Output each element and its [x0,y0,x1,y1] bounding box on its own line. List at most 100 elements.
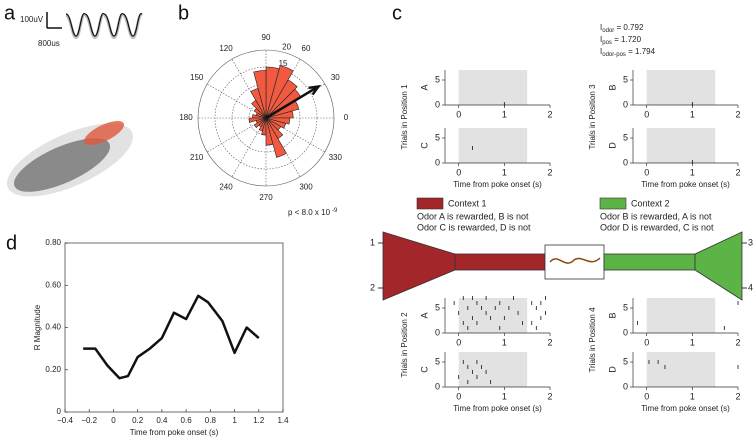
stat-subscript: odor-pos [602,52,626,58]
y-tick-label: 5 [435,132,440,142]
waveform [103,13,124,37]
stat-symbol: I [600,47,602,56]
scatter-cluster [83,120,125,146]
stat-value: = 0.792 [614,23,644,32]
annotation-text: p < 8.0 x 10 [288,208,331,217]
legend-text: Odor A is rewarded, B is not [417,211,529,221]
legend-swatch [599,197,627,210]
panel-letter: C [419,142,429,149]
radial-tick-label: 15 [279,59,288,68]
x-tick-label: 2 [547,337,552,347]
x-tick-label: 2 [735,109,740,119]
shade [458,298,528,333]
annotation: p < 8.0 x 10 -9 [288,208,338,218]
waveform [84,13,105,37]
x-axis-title: Time from poke onset (s) [641,180,730,189]
panel-label: b [178,2,189,24]
x-tick-label: 1 [690,391,695,401]
angle-tick-label: 120 [219,44,233,53]
radial-tick-label: 20 [282,43,291,52]
x-axis-title: Time from poke onset (s) [641,404,730,413]
x-tick-label: 0 [111,416,116,425]
y-tick-label: 0 [623,381,628,391]
y-tick-label: 0 [435,99,440,109]
port-label: 4 [748,282,753,292]
angle-tick-label: 210 [190,153,204,162]
x-tick-label: 2 [547,167,552,177]
x-tick-label: 0.4 [156,416,168,425]
x-tick-label: 1 [690,109,695,119]
plot-area [64,242,284,413]
mean-vector [265,85,320,120]
y-tick-label: 0.40 [45,323,61,332]
wedge [265,65,294,119]
x-axis-title: Time from poke onset (s) [453,180,542,189]
port-label: 2 [370,282,375,292]
shade [646,128,716,163]
maze-arm [382,231,456,301]
angle-tick-label: 180 [179,113,193,122]
x-tick-label: −0.2 [81,416,97,425]
stat: Ipos = 1.720 [600,35,642,45]
x-tick-label: −0.4 [57,416,73,425]
radial-grid [197,49,335,187]
x-axis-title: Time from poke onset (s) [130,428,219,437]
x-tick-label: 2 [547,109,552,119]
x-tick-label: 0 [456,167,461,177]
y-axis-title: Trials in Position 2 [400,312,409,378]
port-label: 1 [370,237,375,247]
stat-value: = 1.794 [626,47,656,56]
y-tick-label: 5 [435,356,440,366]
legend-label: Context 1 [448,198,487,208]
arrow-head [308,84,322,96]
x-tick-label: 1 [502,391,507,401]
waveforms [65,13,144,40]
panel-label: c [392,2,402,24]
angle-tick-label: 330 [329,153,343,162]
waveform [122,13,143,37]
y-tick-label: 0 [623,157,628,167]
angle-tick-label: 300 [299,182,313,191]
annotation-exponent: -9 [332,208,338,214]
y-tick-label: 5 [435,74,440,84]
stat: Iodor = 0.792 [600,23,644,33]
scale-label: 800us [38,39,60,48]
panel-label: a [4,2,16,24]
stat: Iodor-pos = 1.794 [600,47,656,57]
panel-letter: D [607,142,617,149]
y-tick-label: 0 [57,407,62,416]
shade [646,352,716,387]
panel-letter: D [607,366,617,373]
shade [458,70,528,105]
angle-grid [231,58,267,119]
scatter-cluster [13,138,111,192]
y-tick-label: 0.60 [45,280,61,289]
x-tick-label: 2 [547,391,552,401]
panel-letter: B [607,312,617,318]
wedge [265,117,287,158]
wedge [265,66,280,119]
x-tick-label: 0 [456,109,461,119]
rat-path [549,257,601,264]
x-tick-label: 0 [644,109,649,119]
y-tick-label: 5 [623,356,628,366]
y-tick-label: 0.20 [45,365,61,374]
y-tick-label: 0 [435,327,440,337]
x-tick-label: 1 [690,337,695,347]
maze-box [544,244,605,280]
y-tick-label: 5 [623,132,628,142]
y-tick-label: 5 [435,302,440,312]
x-tick-label: 1 [232,416,237,425]
y-tick-label: 0 [435,157,440,167]
legend-text: Odor B is rewarded, A is not [600,211,712,221]
stat-subscript: odor [602,28,614,34]
panel-letter: A [419,84,429,90]
panel-label: d [6,232,17,254]
y-tick-label: 0 [623,327,628,337]
wedge [265,117,291,125]
x-tick-label: 2 [735,337,740,347]
wedge [265,117,284,140]
legend-text: Odor C is rewarded, D is not [417,222,531,232]
